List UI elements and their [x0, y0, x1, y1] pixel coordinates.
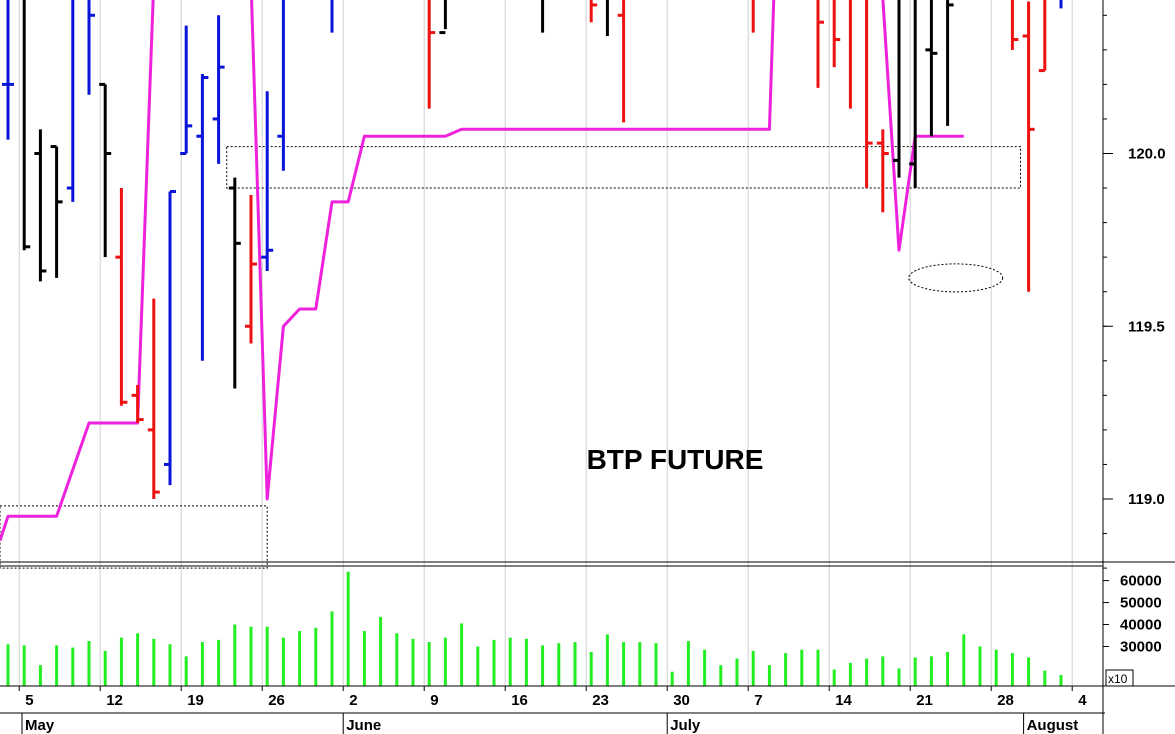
ohlc-bar [1022, 1, 1035, 292]
ohlc-bar [66, 0, 75, 202]
month-label: August [1027, 717, 1079, 734]
price-tick-label: 120.0 [1128, 146, 1166, 163]
volume-tick-label: 40000 [1120, 617, 1162, 634]
ohlc-bar [589, 0, 598, 23]
ohlc-bar [115, 188, 128, 406]
low-range-box [0, 505, 268, 569]
ohlc-bar [541, 0, 545, 33]
ohlc-bar [147, 298, 160, 499]
ohlc-bar [87, 0, 95, 95]
ohlc-bar [245, 194, 257, 344]
date-tick-label: 19 [187, 692, 204, 709]
ohlc-bar [909, 0, 917, 189]
date-tick-label: 30 [673, 692, 690, 709]
date-tick-label: 28 [997, 692, 1014, 709]
volume-tick-label: 30000 [1120, 638, 1162, 655]
ohlc-bar [1059, 0, 1063, 9]
ohlc-bar [34, 129, 47, 282]
date-tick-label: 26 [268, 692, 285, 709]
ohlc-bar [330, 0, 334, 33]
ohlc-bar [22, 0, 31, 251]
ohlc-bar [439, 0, 447, 35]
gridlines [18, 0, 1073, 685]
ohlc-bars [2, 0, 1063, 499]
ohlc-bar [617, 0, 626, 123]
ohlc-bar [925, 0, 938, 137]
date-tick-label: 12 [106, 692, 123, 709]
low-spike-ellipse [908, 263, 1004, 293]
date-tick-label: 16 [511, 692, 528, 709]
month-label: May [25, 717, 55, 734]
ohlc-bar [228, 177, 241, 389]
ohlc-bar [196, 74, 209, 361]
date-tick-label: 7 [754, 692, 762, 709]
date-tick-label: 5 [25, 692, 33, 709]
ohlc-bar [427, 0, 436, 109]
ohlc-bar [946, 0, 954, 126]
date-tick-label: 2 [349, 692, 357, 709]
month-label: July [670, 717, 701, 734]
ohlc-bar [876, 129, 889, 213]
month-label: June [346, 717, 381, 734]
ohlc-bar [180, 25, 193, 155]
date-axis: 5 12 19 26 2 9 16 23 30 7 14 21 28 4 May June July August [18, 686, 1087, 734]
volume-multiplier-label: x10 [1108, 672, 1128, 686]
date-tick-label: 9 [430, 692, 438, 709]
ohlc-bar [751, 0, 755, 33]
ohlc-bar [212, 15, 225, 164]
date-tick-label: 14 [835, 692, 852, 709]
price-tick-label: 119.5 [1128, 318, 1165, 335]
date-tick-label: 23 [592, 692, 609, 709]
date-tick-label: 4 [1078, 692, 1087, 709]
date-tick-label: 21 [916, 692, 933, 709]
ohlc-bar [605, 0, 609, 37]
ohlc-bar [50, 145, 63, 278]
ohlc-bar [1038, 0, 1047, 73]
indicator-line [0, 0, 964, 541]
price-tick-label: 119.0 [1128, 491, 1165, 508]
support-range-box [226, 146, 1021, 189]
ohlc-bar [1010, 0, 1019, 50]
ohlc-bar [261, 91, 274, 271]
ohlc-bar [131, 384, 144, 423]
ohlc-bar [816, 0, 824, 88]
ohlc-bar [277, 0, 285, 171]
ohlc-bar [832, 0, 841, 68]
volume-bars [6, 571, 1063, 686]
ohlc-bar [893, 0, 901, 178]
volume-multiplier-box [1105, 669, 1134, 687]
chart-title: BTP FUTURE [587, 444, 764, 475]
annotation-boxes [0, 146, 1021, 569]
volume-tick-label: 50000 [1120, 595, 1162, 612]
volume-tick-label: 60000 [1120, 573, 1162, 590]
ohlc-bar [2, 0, 14, 140]
volume-axis: 30000 40000 50000 60000 [1103, 573, 1162, 655]
indicator-polyline [0, 0, 964, 541]
ohlc-bar [865, 0, 873, 189]
ohlc-bar [164, 190, 176, 486]
ohlc-bar [99, 82, 112, 258]
ohlc-bar [848, 0, 852, 109]
